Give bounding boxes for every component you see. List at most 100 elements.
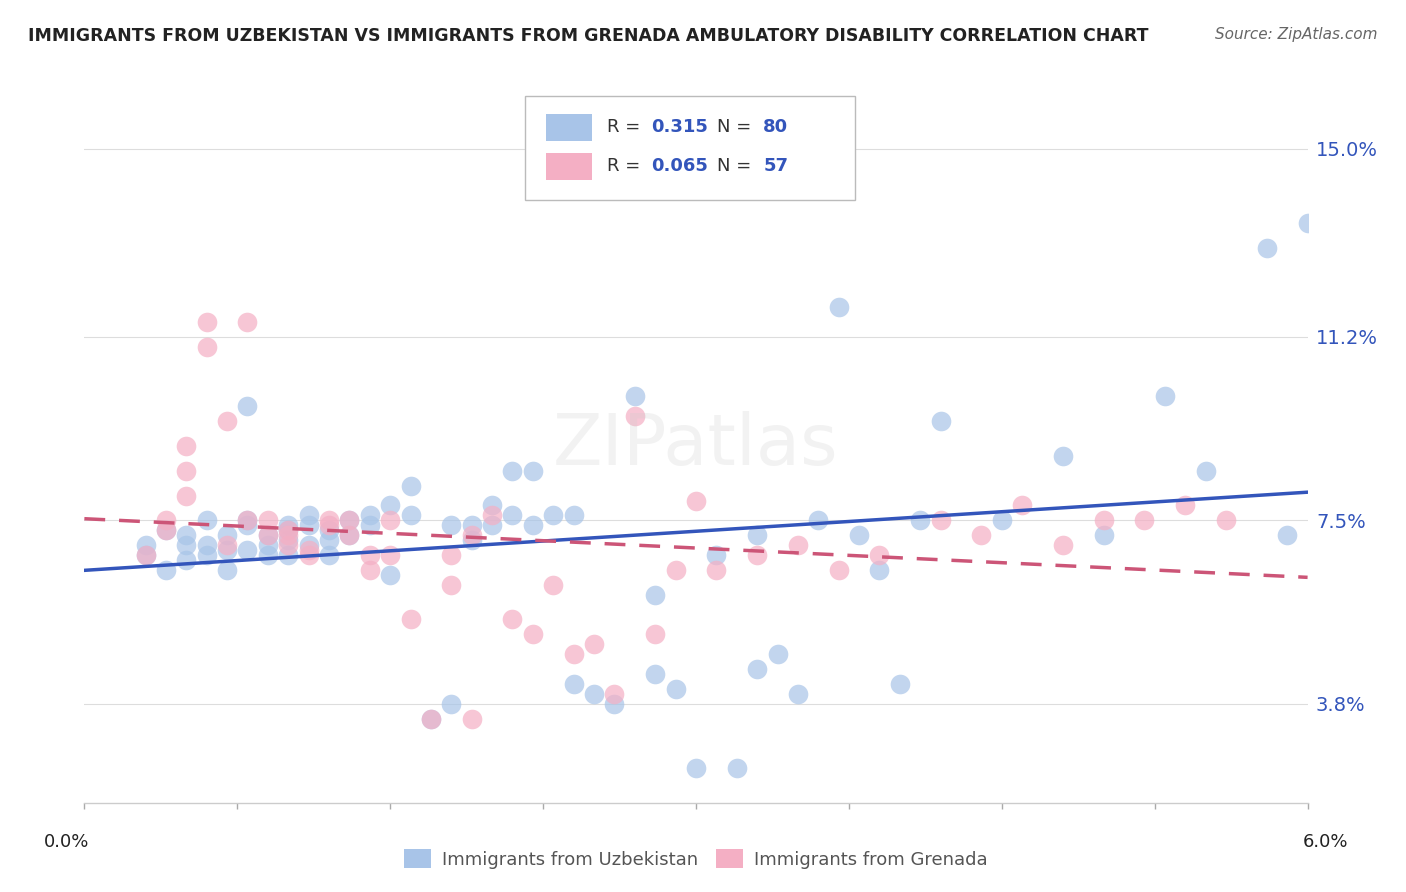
Point <box>644 627 666 641</box>
Point <box>277 518 299 533</box>
Point <box>624 389 647 403</box>
Text: 57: 57 <box>763 157 789 175</box>
Text: 0.0%: 0.0% <box>44 832 89 851</box>
Point <box>236 518 259 533</box>
Point <box>440 697 463 711</box>
Point <box>644 667 666 681</box>
Text: R =: R = <box>606 157 645 175</box>
Point <box>583 687 606 701</box>
Point <box>155 563 177 577</box>
Point <box>298 538 321 552</box>
Point <box>685 761 707 775</box>
Point <box>1133 513 1156 527</box>
Point <box>706 563 728 577</box>
Text: R =: R = <box>606 118 645 136</box>
Point <box>1052 449 1074 463</box>
Point <box>135 548 157 562</box>
Point <box>176 528 198 542</box>
Point <box>420 712 443 726</box>
Point <box>359 508 381 523</box>
Point <box>176 538 198 552</box>
Point <box>298 508 321 523</box>
Point <box>889 677 911 691</box>
Point <box>135 548 157 562</box>
Point <box>1092 528 1115 542</box>
Point <box>195 548 218 562</box>
Point <box>481 518 503 533</box>
Point <box>339 513 361 527</box>
Point <box>991 513 1014 527</box>
Point <box>217 414 239 428</box>
Point <box>1195 464 1218 478</box>
Point <box>807 513 830 527</box>
Point <box>318 523 340 537</box>
Point <box>522 518 544 533</box>
Point <box>461 518 484 533</box>
FancyBboxPatch shape <box>546 153 592 180</box>
Point <box>359 563 381 577</box>
Point <box>195 315 218 329</box>
Point <box>440 578 463 592</box>
Text: 80: 80 <box>763 118 789 136</box>
Point <box>766 647 789 661</box>
FancyBboxPatch shape <box>546 114 592 141</box>
Text: 0.065: 0.065 <box>651 157 707 175</box>
Point <box>502 464 524 478</box>
Point <box>380 567 402 582</box>
Point <box>217 528 239 542</box>
Point <box>929 414 952 428</box>
Point <box>502 612 524 626</box>
Point <box>644 588 666 602</box>
Point <box>155 523 177 537</box>
Point <box>828 563 851 577</box>
Point <box>461 712 484 726</box>
Point <box>583 637 606 651</box>
Point <box>236 315 259 329</box>
Point <box>562 677 585 691</box>
Point <box>277 523 299 537</box>
Point <box>339 528 361 542</box>
Point <box>787 687 810 701</box>
Point <box>869 548 891 562</box>
Point <box>236 543 259 558</box>
Point <box>298 548 321 562</box>
Point <box>543 578 565 592</box>
Point <box>848 528 870 542</box>
Point <box>481 508 503 523</box>
Point <box>257 528 280 542</box>
Point <box>706 548 728 562</box>
Legend: Immigrants from Uzbekistan, Immigrants from Grenada: Immigrants from Uzbekistan, Immigrants f… <box>396 842 995 876</box>
FancyBboxPatch shape <box>524 96 855 200</box>
Point <box>277 533 299 548</box>
Point <box>562 508 585 523</box>
Point <box>1277 528 1299 542</box>
Point <box>257 513 280 527</box>
Text: N =: N = <box>717 157 756 175</box>
Point <box>217 538 239 552</box>
Point <box>603 687 626 701</box>
Point <box>257 548 280 562</box>
Point <box>420 712 443 726</box>
Point <box>298 518 321 533</box>
Point <box>1154 389 1177 403</box>
Point <box>685 493 707 508</box>
Point <box>257 538 280 552</box>
Point <box>277 538 299 552</box>
Point <box>176 439 198 453</box>
Point <box>440 518 463 533</box>
Point <box>176 464 198 478</box>
Point <box>481 499 503 513</box>
Point <box>543 508 565 523</box>
Point <box>562 647 585 661</box>
Point <box>217 543 239 558</box>
Point <box>399 508 422 523</box>
Point <box>318 513 340 527</box>
Point <box>665 563 688 577</box>
Point <box>461 528 484 542</box>
Point <box>380 499 402 513</box>
Point <box>603 697 626 711</box>
Point <box>502 508 524 523</box>
Point <box>380 513 402 527</box>
Point <box>236 400 259 414</box>
Point <box>725 761 748 775</box>
